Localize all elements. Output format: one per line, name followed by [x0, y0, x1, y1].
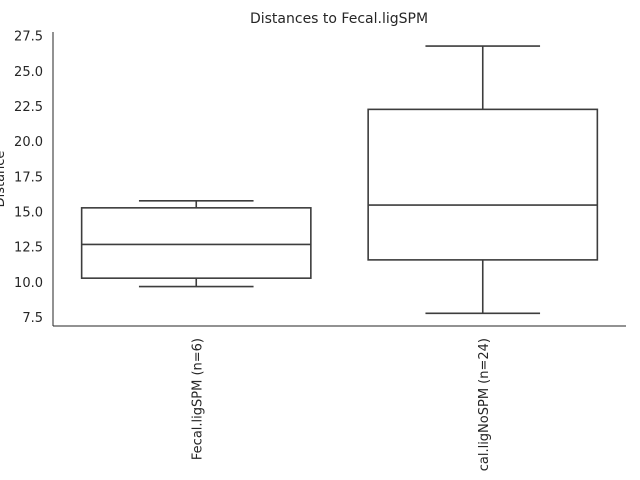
box: [367, 108, 599, 261]
y-tick-label: 22.5: [14, 100, 43, 115]
y-tick-label: 17.5: [14, 170, 43, 185]
y-ticks: 7.5 10.0 12.5 15.0 17.5 20.0 22.5 25.0 27.5: [14, 30, 43, 326]
chart-title: Distances to Fecal.ligSPM: [250, 11, 428, 27]
y-tick-label: 27.5: [14, 30, 43, 45]
box: [80, 207, 312, 279]
x-tick-label: cal.ligNoSPM (n=24): [477, 338, 492, 471]
boxes: [80, 45, 599, 315]
y-tick-label: 7.5: [22, 311, 43, 326]
y-tick-label: 20.0: [14, 135, 43, 150]
y-tick-label: 25.0: [14, 65, 43, 80]
box-group: [80, 200, 312, 288]
axes: [52, 32, 626, 327]
y-tick-label: 15.0: [14, 206, 43, 221]
box-group: [367, 45, 599, 315]
y-axis-label: Distance: [0, 151, 8, 208]
y-tick-label: 12.5: [14, 241, 43, 256]
y-tick-label: 10.0: [14, 276, 43, 291]
x-ticks: Fecal.ligSPM (n=6) cal.ligNoSPM (n=24): [190, 338, 492, 471]
x-tick-label: Fecal.ligSPM (n=6): [190, 338, 205, 460]
